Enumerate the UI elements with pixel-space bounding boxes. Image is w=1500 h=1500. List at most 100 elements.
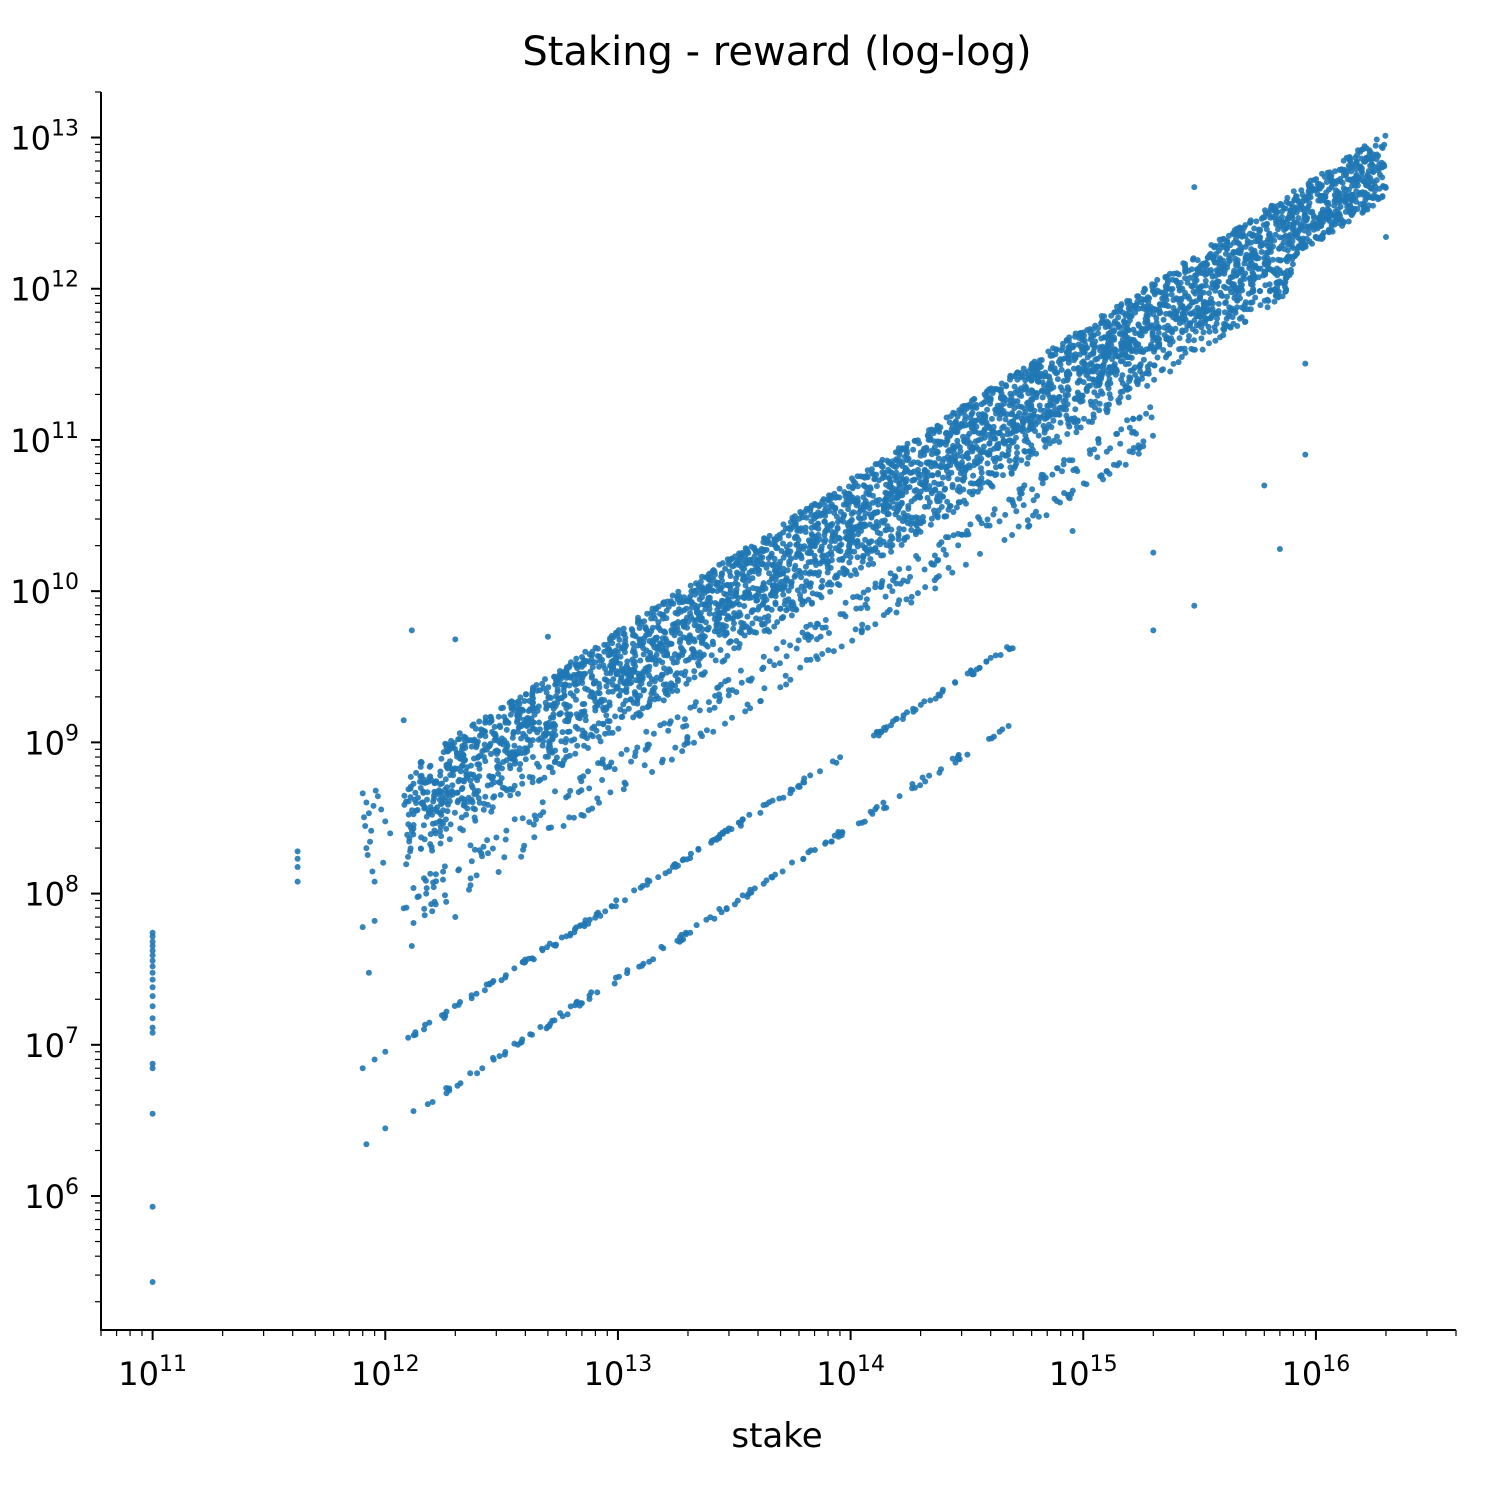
- data-point: [1223, 315, 1230, 322]
- data-point: [484, 837, 491, 844]
- data-point: [934, 498, 941, 505]
- data-point: [294, 848, 301, 855]
- data-point: [901, 537, 908, 543]
- data-point: [1033, 508, 1039, 515]
- data-point: [1237, 277, 1244, 284]
- data-point: [650, 689, 657, 696]
- data-point: [974, 460, 981, 467]
- data-point: [639, 673, 646, 680]
- data-point: [1299, 191, 1306, 198]
- data-point: [149, 1029, 156, 1036]
- data-point: [362, 823, 369, 829]
- data-point: [488, 808, 495, 815]
- data-point: [792, 605, 799, 612]
- data-point: [1019, 424, 1026, 431]
- data-point: [1108, 312, 1115, 319]
- data-point: [1362, 157, 1369, 164]
- data-point: [539, 799, 546, 806]
- data-point: [637, 639, 643, 646]
- data-point: [627, 696, 634, 703]
- data-point: [1236, 315, 1243, 322]
- data-point: [1139, 371, 1146, 378]
- data-point: [1198, 335, 1205, 342]
- data-point: [1315, 223, 1322, 230]
- data-point: [1082, 367, 1089, 374]
- data-point: [1114, 321, 1121, 328]
- data-point: [736, 601, 743, 608]
- data-point: [874, 529, 881, 536]
- data-point: [899, 488, 906, 495]
- data-point: [889, 588, 896, 595]
- data-point: [1170, 360, 1177, 367]
- data-point: [149, 976, 156, 983]
- data-point: [827, 523, 834, 530]
- data-point: [582, 917, 589, 924]
- data-point: [1353, 158, 1360, 165]
- data-point: [1000, 423, 1007, 430]
- data-point: [695, 662, 702, 669]
- data-point: [691, 739, 697, 746]
- data-point: [1162, 302, 1169, 309]
- data-point: [850, 594, 857, 601]
- data-point: [992, 472, 999, 479]
- data-point: [1144, 313, 1151, 320]
- data-point: [882, 489, 889, 496]
- data-point: [1010, 438, 1017, 445]
- data-point: [1264, 266, 1271, 273]
- data-point: [716, 603, 722, 610]
- data-point: [516, 766, 523, 773]
- data-point: [359, 1065, 366, 1072]
- data-point: [894, 449, 901, 456]
- data-point: [834, 519, 841, 525]
- data-point: [468, 782, 475, 789]
- data-point: [405, 1034, 412, 1041]
- data-point: [942, 485, 949, 492]
- data-point: [952, 419, 959, 426]
- data-point: [370, 802, 377, 809]
- data-point: [1229, 230, 1236, 237]
- data-point: [1045, 421, 1052, 428]
- data-point: [535, 763, 542, 770]
- data-point: [1146, 295, 1153, 302]
- data-point: [945, 534, 952, 541]
- data-point: [702, 619, 709, 626]
- data-point: [628, 626, 635, 633]
- data-point: [1178, 297, 1184, 304]
- data-point: [1145, 367, 1152, 374]
- data-point: [735, 644, 742, 651]
- data-point: [753, 563, 760, 570]
- data-point: [523, 691, 529, 698]
- data-point: [975, 514, 982, 521]
- data-point: [975, 430, 982, 437]
- data-point: [1237, 295, 1243, 302]
- data-point: [1030, 424, 1037, 431]
- data-point: [1041, 407, 1048, 414]
- data-point: [772, 593, 779, 600]
- data-point: [1094, 363, 1101, 370]
- data-point: [859, 558, 866, 565]
- data-point: [456, 730, 463, 737]
- data-point: [575, 714, 582, 721]
- data-point: [797, 664, 804, 671]
- data-point: [514, 719, 520, 726]
- data-point: [902, 479, 909, 486]
- data-point: [934, 449, 941, 456]
- data-point: [700, 671, 707, 678]
- data-point: [757, 809, 764, 816]
- data-point: [936, 438, 943, 445]
- data-point: [1104, 409, 1111, 416]
- data-point: [704, 586, 711, 592]
- data-point: [1011, 502, 1017, 509]
- data-point: [1050, 417, 1057, 424]
- data-point: [1302, 241, 1309, 248]
- data-point: [954, 452, 961, 459]
- data-point: [960, 433, 966, 440]
- data-point: [720, 582, 727, 589]
- data-point: [1294, 245, 1301, 252]
- data-point: [675, 588, 682, 595]
- data-point: [955, 542, 962, 549]
- data-point: [1126, 424, 1133, 431]
- data-point: [481, 800, 488, 807]
- data-point: [1057, 384, 1064, 391]
- data-point: [1025, 368, 1032, 375]
